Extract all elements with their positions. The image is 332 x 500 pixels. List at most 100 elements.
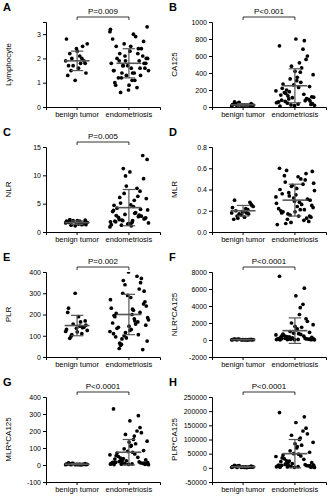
point bbox=[128, 170, 132, 174]
point bbox=[128, 419, 132, 423]
point bbox=[230, 211, 234, 215]
y-tick-label: 100 bbox=[29, 445, 41, 452]
point bbox=[134, 211, 138, 215]
y-tick: 200000 bbox=[184, 408, 212, 415]
point bbox=[142, 217, 146, 221]
y-tick-mark bbox=[209, 272, 212, 273]
y-axis-line bbox=[209, 273, 213, 358]
error-cap bbox=[71, 220, 83, 221]
error-cap bbox=[71, 224, 83, 225]
y-tick-label: 200000 bbox=[184, 408, 207, 415]
point bbox=[136, 455, 140, 459]
point bbox=[279, 93, 283, 97]
y-tick-label: 100 bbox=[29, 332, 41, 339]
point bbox=[67, 306, 71, 310]
point bbox=[275, 201, 279, 205]
point bbox=[124, 433, 128, 437]
point bbox=[286, 212, 290, 216]
x-tick-label: endometriosis bbox=[272, 235, 319, 244]
point bbox=[135, 86, 139, 90]
point bbox=[127, 83, 131, 87]
y-tick: 400 bbox=[29, 394, 46, 401]
point bbox=[308, 99, 312, 103]
y-tick-label: 50000 bbox=[188, 450, 208, 457]
y-tick: 0.0 bbox=[197, 229, 212, 236]
y-tick: 2000 bbox=[191, 320, 212, 327]
y-tick-mark bbox=[43, 448, 46, 449]
y-tick-mark bbox=[43, 465, 46, 466]
y-tick-label: 0.2 bbox=[197, 207, 207, 214]
point bbox=[137, 59, 141, 63]
point bbox=[304, 172, 308, 176]
point bbox=[290, 184, 294, 188]
error-cap bbox=[71, 315, 83, 316]
y-tick: 800 bbox=[195, 36, 212, 43]
x-tick: endometriosis bbox=[272, 232, 319, 244]
error-cap bbox=[71, 70, 83, 71]
point bbox=[301, 47, 305, 51]
point bbox=[311, 440, 315, 444]
point bbox=[108, 453, 112, 457]
x-tick: endometriosis bbox=[106, 107, 153, 119]
point bbox=[117, 347, 121, 351]
plot: 0.00.20.40.60.8benign tumorendometriosis bbox=[197, 144, 326, 245]
point bbox=[144, 197, 148, 201]
point bbox=[123, 54, 127, 58]
panel: 051015benign tumorendometriosisP=0.005CN… bbox=[3, 126, 161, 244]
point bbox=[68, 52, 72, 56]
bracket bbox=[243, 392, 295, 395]
panel: -1000100200300400benign tumorendometrios… bbox=[3, 376, 161, 494]
mean-line bbox=[65, 463, 90, 465]
y-tick: 1000 bbox=[191, 19, 212, 26]
point bbox=[302, 457, 306, 461]
mean-line bbox=[231, 210, 256, 212]
panel-title: E bbox=[3, 251, 10, 263]
panel: -200002000400060008000benign tumorendome… bbox=[169, 251, 327, 369]
point bbox=[124, 184, 128, 188]
y-tick: 300 bbox=[29, 411, 46, 418]
bracket bbox=[243, 17, 295, 20]
panel: 0100200300400benign tumorendometriosisP=… bbox=[3, 251, 161, 369]
y-tick-mark bbox=[209, 39, 212, 40]
point bbox=[133, 78, 137, 82]
x-tick-label: benign tumor bbox=[55, 360, 99, 369]
error-cap bbox=[289, 439, 301, 440]
y-tick: 0 bbox=[203, 337, 212, 344]
x-tick-label: endometriosis bbox=[106, 485, 153, 494]
point bbox=[298, 313, 302, 317]
panel-title: H bbox=[169, 376, 177, 388]
x-tick-label: endometriosis bbox=[272, 110, 319, 119]
y-tick: 0 bbox=[203, 104, 212, 111]
x-tick: benign tumor bbox=[221, 107, 265, 119]
point bbox=[233, 100, 237, 104]
point bbox=[284, 222, 288, 226]
y-tick-mark bbox=[43, 357, 46, 358]
point bbox=[70, 57, 74, 61]
y-axis: 0100200300400 bbox=[29, 269, 46, 361]
y-tick-mark bbox=[209, 211, 212, 212]
point bbox=[142, 449, 146, 453]
y-tick: -100 bbox=[27, 479, 46, 486]
bracket bbox=[77, 142, 129, 145]
point bbox=[303, 178, 307, 182]
point bbox=[144, 323, 148, 327]
point bbox=[119, 91, 123, 95]
point bbox=[302, 286, 306, 290]
point bbox=[286, 217, 290, 221]
y-axis-title: Lymphocyte bbox=[4, 43, 13, 86]
point bbox=[287, 90, 291, 94]
y-tick: 100000 bbox=[184, 436, 212, 443]
mean-line bbox=[116, 207, 141, 209]
point bbox=[118, 196, 122, 200]
point bbox=[311, 206, 315, 210]
error-cap bbox=[123, 189, 135, 190]
point bbox=[139, 74, 143, 78]
point bbox=[120, 337, 124, 341]
x-axis: benign tumorendometriosis bbox=[47, 357, 161, 369]
point bbox=[299, 80, 303, 84]
y-tick: 0.8 bbox=[197, 144, 212, 151]
point bbox=[122, 447, 126, 451]
marks bbox=[64, 407, 151, 467]
point bbox=[134, 322, 138, 326]
error-cap bbox=[123, 77, 135, 78]
